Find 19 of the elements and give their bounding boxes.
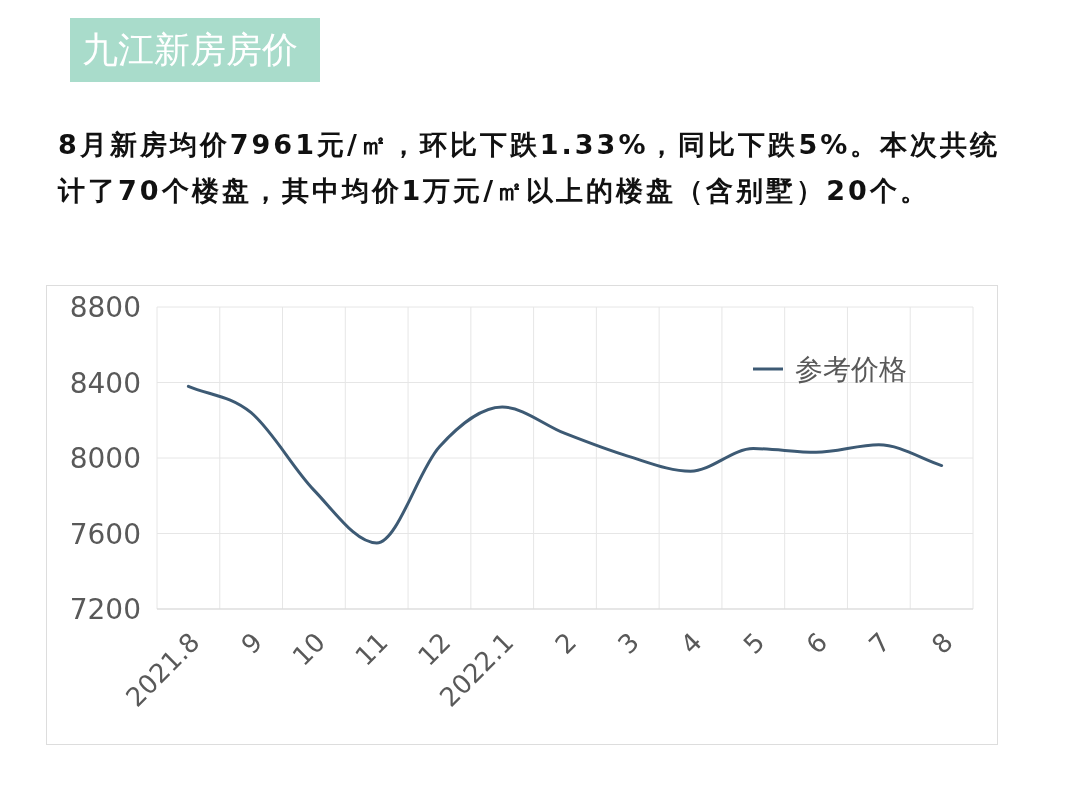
x-tick-label: 3 bbox=[611, 626, 645, 660]
legend-label: 参考价格 bbox=[795, 353, 907, 386]
x-tick-label: 10 bbox=[286, 626, 332, 672]
x-tick-label: 6 bbox=[800, 626, 834, 660]
y-tick-label: 8800 bbox=[69, 291, 141, 324]
line-series bbox=[186, 384, 944, 545]
y-tick-label: 8400 bbox=[69, 366, 141, 400]
x-tick-label: 5 bbox=[737, 626, 771, 660]
x-tick-label: 4 bbox=[674, 626, 708, 660]
x-tick-label: 8 bbox=[925, 626, 959, 660]
chart-subtitle: 8月新房均价7961元/㎡，环比下跌1.33%，同比下跌5%。本次共统计了70个楼盘，其中均价1万元/㎡以上的楼盘（含别墅）20个。 bbox=[58, 128, 1002, 208]
x-tick-label: 2 bbox=[549, 626, 583, 660]
y-tick-label: 7600 bbox=[69, 517, 141, 551]
y-tick-label: 7200 bbox=[69, 593, 141, 626]
x-tick-label: 11 bbox=[349, 626, 394, 672]
x-tick-label: 7 bbox=[863, 626, 896, 660]
y-tick-label: 8000 bbox=[69, 442, 141, 475]
chart-title: 九江新房房价 bbox=[70, 18, 320, 82]
x-tick-label: 9 bbox=[235, 626, 269, 660]
